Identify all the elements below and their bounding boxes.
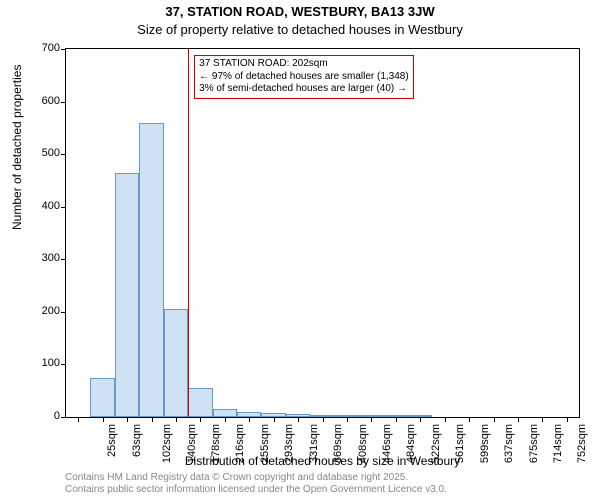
x-tick-mark (567, 417, 568, 422)
x-tick-mark (225, 417, 226, 422)
annotation-box: 37 STATION ROAD: 202sqm← 97% of detached… (194, 55, 414, 99)
x-tick-label: 331sqm (308, 424, 320, 463)
y-tick-label: 0 (54, 410, 60, 422)
x-tick-mark (371, 417, 372, 422)
x-tick-label: 752sqm (576, 424, 588, 463)
annotation-line-2: ← 97% of detached houses are smaller (1,… (199, 71, 409, 84)
y-tick-mark (61, 417, 66, 418)
x-tick-label: 446sqm (381, 424, 393, 463)
y-tick-mark (61, 207, 66, 208)
x-tick-mark (518, 417, 519, 422)
x-tick-label: 637sqm (503, 424, 515, 463)
y-tick-label: 400 (42, 200, 60, 212)
x-tick-mark (396, 417, 397, 422)
chart-title-main: 37, STATION ROAD, WESTBURY, BA13 3JW (0, 4, 600, 19)
y-tick-mark (61, 312, 66, 313)
y-axis-label: Number of detached properties (10, 65, 24, 230)
x-tick-label: 369sqm (332, 424, 344, 463)
y-tick-label: 600 (42, 95, 60, 107)
footer-line-2: Contains public sector information licen… (65, 484, 447, 496)
y-tick-label: 500 (42, 147, 60, 159)
x-tick-label: 102sqm (161, 424, 173, 463)
x-tick-label: 599sqm (479, 424, 491, 463)
plot-area: 37 STATION ROAD: 202sqm← 97% of detached… (65, 48, 580, 418)
x-tick-mark (445, 417, 446, 422)
x-tick-mark (494, 417, 495, 422)
x-tick-mark (469, 417, 470, 422)
x-tick-label: 255sqm (259, 424, 271, 463)
x-tick-label: 522sqm (430, 424, 442, 463)
x-tick-mark (249, 417, 250, 422)
x-tick-mark (103, 417, 104, 422)
footer-line-1: Contains HM Land Registry data © Crown c… (65, 472, 447, 484)
histogram-bar (188, 388, 212, 417)
x-tick-mark (420, 417, 421, 422)
x-tick-label: 63sqm (131, 424, 143, 457)
histogram-bar (139, 123, 163, 417)
x-tick-mark (323, 417, 324, 422)
y-tick-mark (61, 259, 66, 260)
x-tick-label: 714sqm (552, 424, 564, 463)
x-tick-mark (200, 417, 201, 422)
x-tick-label: 140sqm (186, 424, 198, 463)
histogram-bar (213, 409, 237, 417)
x-tick-label: 675sqm (528, 424, 540, 463)
marker-vline (188, 49, 189, 417)
x-tick-mark (274, 417, 275, 422)
y-tick-label: 100 (42, 357, 60, 369)
y-tick-label: 200 (42, 305, 60, 317)
histogram-bar (90, 378, 114, 417)
chart-title-sub: Size of property relative to detached ho… (0, 22, 600, 37)
x-tick-label: 25sqm (106, 424, 118, 457)
x-tick-label: 484sqm (405, 424, 417, 463)
x-tick-mark (347, 417, 348, 422)
x-tick-label: 216sqm (234, 424, 246, 463)
x-tick-label: 408sqm (357, 424, 369, 463)
annotation-line-1: 37 STATION ROAD: 202sqm (199, 58, 409, 71)
chart-container: 37, STATION ROAD, WESTBURY, BA13 3JW Siz… (0, 0, 600, 500)
footer-attribution: Contains HM Land Registry data © Crown c… (65, 472, 447, 496)
annotation-line-3: 3% of semi-detached houses are larger (4… (199, 83, 409, 96)
x-tick-mark (127, 417, 128, 422)
x-tick-label: 561sqm (454, 424, 466, 463)
x-tick-mark (78, 417, 79, 422)
y-tick-mark (61, 49, 66, 50)
y-tick-mark (61, 364, 66, 365)
x-tick-mark (298, 417, 299, 422)
y-tick-mark (61, 102, 66, 103)
histogram-bar (115, 173, 139, 417)
y-tick-label: 300 (42, 252, 60, 264)
x-tick-mark (542, 417, 543, 422)
histogram-bar (164, 309, 188, 417)
y-tick-mark (61, 154, 66, 155)
y-tick-label: 700 (42, 42, 60, 54)
x-tick-mark (176, 417, 177, 422)
x-tick-mark (152, 417, 153, 422)
x-tick-label: 293sqm (283, 424, 295, 463)
x-tick-label: 178sqm (210, 424, 222, 463)
